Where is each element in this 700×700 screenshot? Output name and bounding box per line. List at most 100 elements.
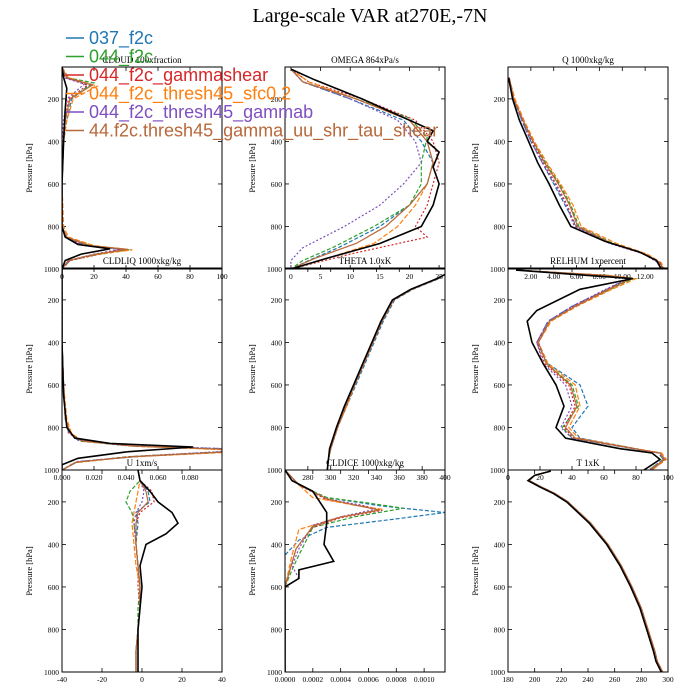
x-tick-label: 0.0010 — [414, 675, 435, 684]
x-tick-label: 60 — [600, 473, 608, 482]
x-tick-label: 320 — [348, 473, 360, 482]
y-tick-label: 200 — [48, 296, 60, 305]
x-tick-label: 0.080 — [182, 473, 199, 482]
x-tick-label: 0 — [289, 272, 293, 281]
series-line-reference — [137, 470, 180, 672]
x-tick-label: -20 — [97, 675, 107, 684]
y-tick-label: 600 — [271, 180, 283, 189]
panel-frame — [507, 66, 669, 270]
series-line-reference — [290, 68, 441, 269]
x-tick-label: 220 — [556, 675, 568, 684]
x-tick-label: 2.00 — [524, 272, 537, 281]
x-tick-label: 0.020 — [86, 473, 103, 482]
x-tick-label: 20 — [90, 272, 98, 281]
y-tick-label: 800 — [48, 625, 60, 634]
panel-frame — [61, 66, 223, 270]
panel-title: Q 1000xkg/kg — [562, 55, 614, 65]
y-tick-label: 1000 — [490, 668, 505, 677]
x-tick-label: 4.00 — [547, 272, 560, 281]
panel-title: T 1xK — [576, 458, 600, 468]
legend-label: 037_f2c — [89, 28, 153, 49]
series-line-044-f2c — [285, 470, 404, 672]
x-tick-label: -40 — [57, 675, 67, 684]
y-tick-label: 1000 — [490, 265, 505, 274]
y-axis-label: Pressure [hPa] — [24, 546, 34, 596]
legend-label: 044_f2c_thresh45_gammab — [89, 102, 313, 123]
panel-title: OMEGA 864xPa/s — [331, 55, 399, 65]
y-tick-label: 600 — [494, 180, 506, 189]
y-tick-label: 400 — [494, 338, 506, 347]
y-axis-label: Pressure [hPa] — [247, 344, 257, 394]
x-tick-label: 20 — [536, 473, 544, 482]
y-tick-label: 400 — [48, 137, 60, 146]
y-tick-label: 400 — [494, 137, 506, 146]
figure-title: Large-scale VAR at270E,-7N — [253, 5, 488, 27]
y-tick-label: 200 — [494, 296, 506, 305]
y-tick-label: 600 — [271, 583, 283, 592]
panel-title: CLOUD 100xfraction — [102, 55, 182, 65]
y-tick-label: 1000 — [44, 668, 59, 677]
y-tick-label: 800 — [48, 423, 60, 432]
series-line-044-f2c-gammashear — [515, 269, 666, 470]
x-tick-label: 260 — [609, 675, 621, 684]
y-tick-label: 200 — [48, 498, 60, 507]
y-axis-label: Pressure [hPa] — [24, 143, 34, 193]
y-tick-label: 400 — [271, 540, 283, 549]
y-tick-label: 800 — [494, 423, 506, 432]
legend-label: 044_f2c_gammashear — [89, 65, 268, 86]
x-tick-label: 40 — [568, 473, 576, 482]
y-tick-label: 400 — [48, 338, 60, 347]
y-tick-label: 1000 — [44, 265, 59, 274]
x-tick-label: 380 — [417, 473, 429, 482]
x-tick-label: 240 — [582, 675, 594, 684]
panel-title: RELHUM 1xpercent — [550, 256, 626, 266]
x-tick-label: 40 — [218, 675, 226, 684]
panel-title: CLDLIQ 1000xkg/kg — [103, 256, 182, 266]
x-tick-label: 20 — [406, 272, 414, 281]
y-axis-label: Pressure [hPa] — [470, 344, 480, 394]
y-tick-label: 1000 — [267, 668, 282, 677]
x-tick-label: 0.0004 — [330, 675, 351, 684]
y-tick-label: 400 — [271, 338, 283, 347]
x-tick-label: 80 — [632, 473, 640, 482]
x-tick-label: 12.00 — [637, 272, 654, 281]
panel-title: U 1xm/s — [127, 458, 158, 468]
y-tick-label: 200 — [494, 498, 506, 507]
y-tick-label: 200 — [271, 296, 283, 305]
y-axis-label: Pressure [hPa] — [24, 344, 34, 394]
y-tick-label: 800 — [494, 625, 506, 634]
x-tick-label: 0.060 — [150, 473, 167, 482]
y-tick-label: 200 — [494, 95, 506, 104]
x-tick-label: 340 — [371, 473, 383, 482]
series-line-044-f2c — [290, 68, 428, 269]
y-axis-label: Pressure [hPa] — [470, 143, 480, 193]
y-tick-label: 1000 — [267, 265, 282, 274]
y-tick-label: 600 — [271, 381, 283, 390]
panel-title: THETA 1.0xK — [339, 256, 392, 266]
y-tick-label: 800 — [271, 222, 283, 231]
series-line-44-f2c-thresh45-gamma-uu-shr-tau-shear — [62, 67, 128, 269]
y-tick-label: 600 — [48, 381, 60, 390]
series-line-044-f2c-thresh45-sfc0-2 — [508, 77, 666, 269]
legend: 037_f2c044_f2c044_f2c_gammashear044_f2c_… — [66, 28, 438, 142]
y-tick-label: 1000 — [267, 466, 282, 475]
x-tick-label: 0.0000 — [275, 675, 296, 684]
y-tick-label: 800 — [271, 625, 283, 634]
y-tick-label: 600 — [48, 180, 60, 189]
x-tick-label: 60 — [154, 272, 162, 281]
series-line-reference — [515, 269, 662, 470]
legend-label: 44.f2c.thresh45_gamma_uu_shr_tau_shear — [89, 121, 438, 142]
x-tick-label: 0 — [140, 675, 144, 684]
series-line-044-f2c-thresh45-gammab — [290, 68, 422, 269]
x-tick-label: 6.00 — [570, 272, 583, 281]
panel-frame — [507, 469, 669, 673]
series-line-44-f2c-thresh45-gamma-uu-shr-tau-shear — [290, 68, 434, 269]
y-tick-label: 200 — [48, 95, 60, 104]
panel-5: RELHUM 1xpercent Pressure [hPa] 200 400 600 8… — [470, 256, 674, 482]
series-line-reference — [285, 470, 335, 672]
x-tick-label: 0.0002 — [303, 675, 324, 684]
